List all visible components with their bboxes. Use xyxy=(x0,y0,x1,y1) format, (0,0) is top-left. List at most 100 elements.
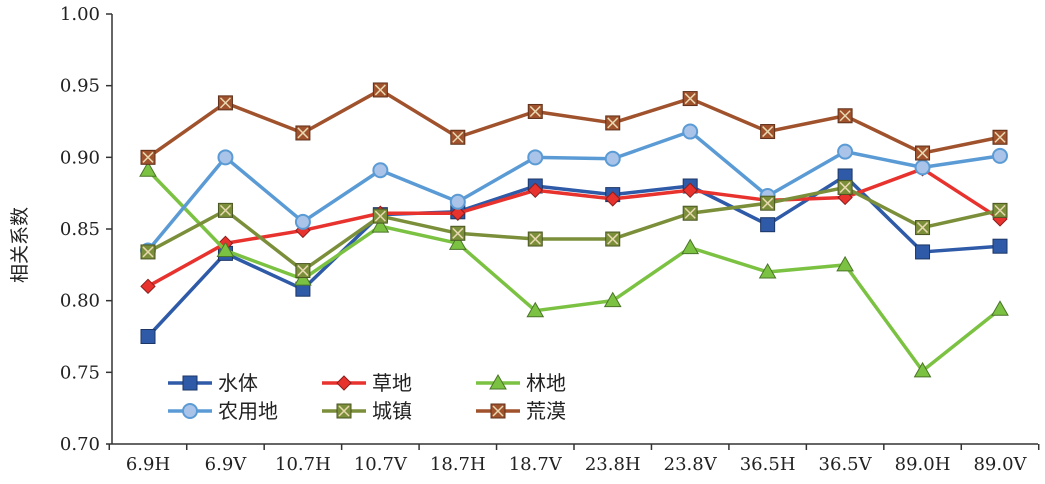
data-point xyxy=(217,95,233,111)
data-point xyxy=(217,149,234,166)
data-point xyxy=(682,91,698,107)
y-tick-label: 0.95 xyxy=(60,76,100,97)
series-6 xyxy=(140,82,1008,165)
legend-item: 城镇 xyxy=(322,399,412,423)
data-point xyxy=(450,205,466,221)
data-point xyxy=(448,234,467,250)
data-point xyxy=(140,244,156,260)
legend-label: 草地 xyxy=(372,371,412,395)
data-point xyxy=(526,301,545,318)
data-point xyxy=(603,291,622,308)
data-point xyxy=(760,217,776,233)
data-point xyxy=(760,195,776,211)
data-point xyxy=(604,150,621,167)
data-point xyxy=(449,193,466,210)
x-tick-label: 89.0H xyxy=(895,454,951,475)
series-line xyxy=(146,129,1001,252)
data-point xyxy=(758,262,777,279)
data-point xyxy=(915,220,931,236)
data-point xyxy=(527,149,544,166)
legend-marker xyxy=(182,375,198,391)
data-point xyxy=(681,238,700,255)
y-tick-label: 0.75 xyxy=(60,362,100,383)
data-point xyxy=(760,124,776,140)
data-point xyxy=(450,225,466,241)
y-tick-label: 1.00 xyxy=(60,4,100,25)
data-point xyxy=(450,129,466,145)
data-point xyxy=(527,182,543,199)
data-point xyxy=(605,115,621,131)
data-point xyxy=(914,159,931,176)
data-point xyxy=(682,182,698,199)
series-line xyxy=(146,88,1001,159)
data-point xyxy=(140,149,156,165)
x-tick-label: 18.7V xyxy=(509,454,563,475)
data-point xyxy=(294,213,311,230)
data-point xyxy=(372,208,388,224)
data-point xyxy=(605,191,621,207)
y-ticks: 0.70 0.75 0.80 0.85 0.90 0.95 1.00 xyxy=(60,4,112,455)
y-tick-label: 0.90 xyxy=(60,147,100,168)
data-point xyxy=(371,217,390,233)
legend-marker xyxy=(489,373,507,390)
legend-label: 荒漠 xyxy=(526,399,566,423)
data-point xyxy=(139,161,157,177)
data-point xyxy=(837,143,854,160)
data-point xyxy=(992,129,1008,145)
x-tick-label: 89.0V xyxy=(973,454,1027,475)
legend-label: 城镇 xyxy=(372,399,412,423)
legend-marker xyxy=(182,403,198,419)
data-point xyxy=(140,329,156,344)
data-point xyxy=(837,179,853,195)
data-point xyxy=(837,108,853,124)
legend-item: 草地 xyxy=(322,371,412,395)
data-point xyxy=(915,244,931,260)
x-ticks: 6.9H 6.9V 10.7H 10.7V 18.7H 18.7V 23.8H 23.8V 36… xyxy=(108,444,1040,475)
series-layer xyxy=(139,82,1009,378)
data-point xyxy=(915,145,931,161)
x-tick-label: 36.5V xyxy=(819,454,873,475)
x-tick-label: 6.9H xyxy=(126,454,170,475)
data-point xyxy=(682,123,699,140)
legend-marker xyxy=(336,403,352,419)
data-point xyxy=(913,361,932,378)
series-line xyxy=(147,185,1001,273)
data-point xyxy=(217,202,233,218)
x-tick-label: 23.8H xyxy=(585,454,641,475)
legend-item: 农用地 xyxy=(168,399,278,423)
data-point xyxy=(992,147,1008,164)
y-tick-label: 0.85 xyxy=(60,219,100,240)
data-point xyxy=(527,231,543,247)
x-tick-label: 6.9V xyxy=(205,454,248,475)
legend-label: 水体 xyxy=(218,371,258,395)
y-tick-label: 0.80 xyxy=(60,291,100,312)
legend-label: 林地 xyxy=(526,371,566,395)
data-point xyxy=(295,125,311,141)
x-tick-label: 18.7H xyxy=(430,454,486,475)
data-point xyxy=(295,263,311,279)
series-3 xyxy=(139,161,1009,378)
data-point xyxy=(992,202,1008,218)
x-tick-label: 10.7V xyxy=(354,454,408,475)
data-point xyxy=(372,82,388,98)
legend-label: 农用地 xyxy=(218,399,278,423)
data-point xyxy=(372,162,389,179)
data-point xyxy=(605,231,621,247)
data-point xyxy=(216,241,235,257)
legend-item: 林地 xyxy=(476,371,566,395)
legend-item: 水体 xyxy=(168,371,258,395)
x-tick-label: 23.8V xyxy=(664,454,718,475)
data-point xyxy=(527,103,543,119)
y-tick-label: 0.70 xyxy=(60,434,100,455)
data-point xyxy=(682,205,698,221)
y-axis-title: 相关系数 xyxy=(9,207,31,283)
series-line xyxy=(146,169,1002,373)
data-point xyxy=(294,270,312,286)
series-5 xyxy=(140,179,1008,279)
series-line xyxy=(146,174,1001,338)
legend-item: 荒漠 xyxy=(476,399,566,423)
data-point xyxy=(140,278,156,295)
legend-marker xyxy=(336,375,352,391)
